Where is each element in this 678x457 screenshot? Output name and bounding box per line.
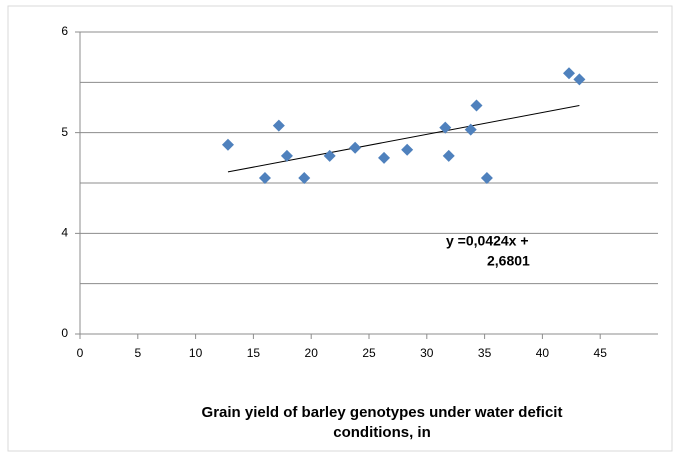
trendline-equation: y =0,0424x + — [446, 233, 529, 249]
x-tick-label: 20 — [305, 346, 319, 360]
x-tick-label: 5 — [134, 346, 141, 360]
data-point — [439, 121, 452, 134]
data-point — [464, 123, 477, 136]
data-point — [258, 171, 271, 184]
y-tick-label: 5 — [61, 125, 68, 139]
y-tick-label: 0 — [61, 326, 68, 340]
x-axis-title: Grain yield of barley genotypes under wa… — [202, 404, 563, 421]
x-tick-label: 10 — [189, 346, 203, 360]
data-point — [272, 119, 285, 132]
data-point — [221, 138, 234, 151]
x-tick-label: 35 — [478, 346, 492, 360]
x-tick-label: 15 — [247, 346, 261, 360]
data-point — [442, 149, 455, 162]
data-point — [323, 149, 336, 162]
data-point — [378, 151, 391, 164]
data-point — [280, 149, 293, 162]
x-tick-label: 40 — [536, 346, 550, 360]
data-point — [470, 99, 483, 112]
chart-frame — [7, 5, 673, 452]
x-tick-label: 0 — [77, 346, 84, 360]
data-point — [573, 73, 586, 86]
y-tick-label: 4 — [61, 226, 68, 240]
data-point — [298, 171, 311, 184]
x-axis-title: conditions, in — [333, 424, 431, 441]
y-tick-label: 6 — [61, 24, 68, 38]
data-point — [562, 67, 575, 80]
data-point — [401, 143, 414, 156]
data-point — [480, 171, 493, 184]
x-tick-label: 30 — [420, 346, 434, 360]
data-point — [349, 141, 362, 154]
x-tick-label: 45 — [594, 346, 608, 360]
x-tick-label: 25 — [362, 346, 376, 360]
trendline-equation: 2,6801 — [487, 253, 530, 269]
trendline — [227, 104, 580, 173]
